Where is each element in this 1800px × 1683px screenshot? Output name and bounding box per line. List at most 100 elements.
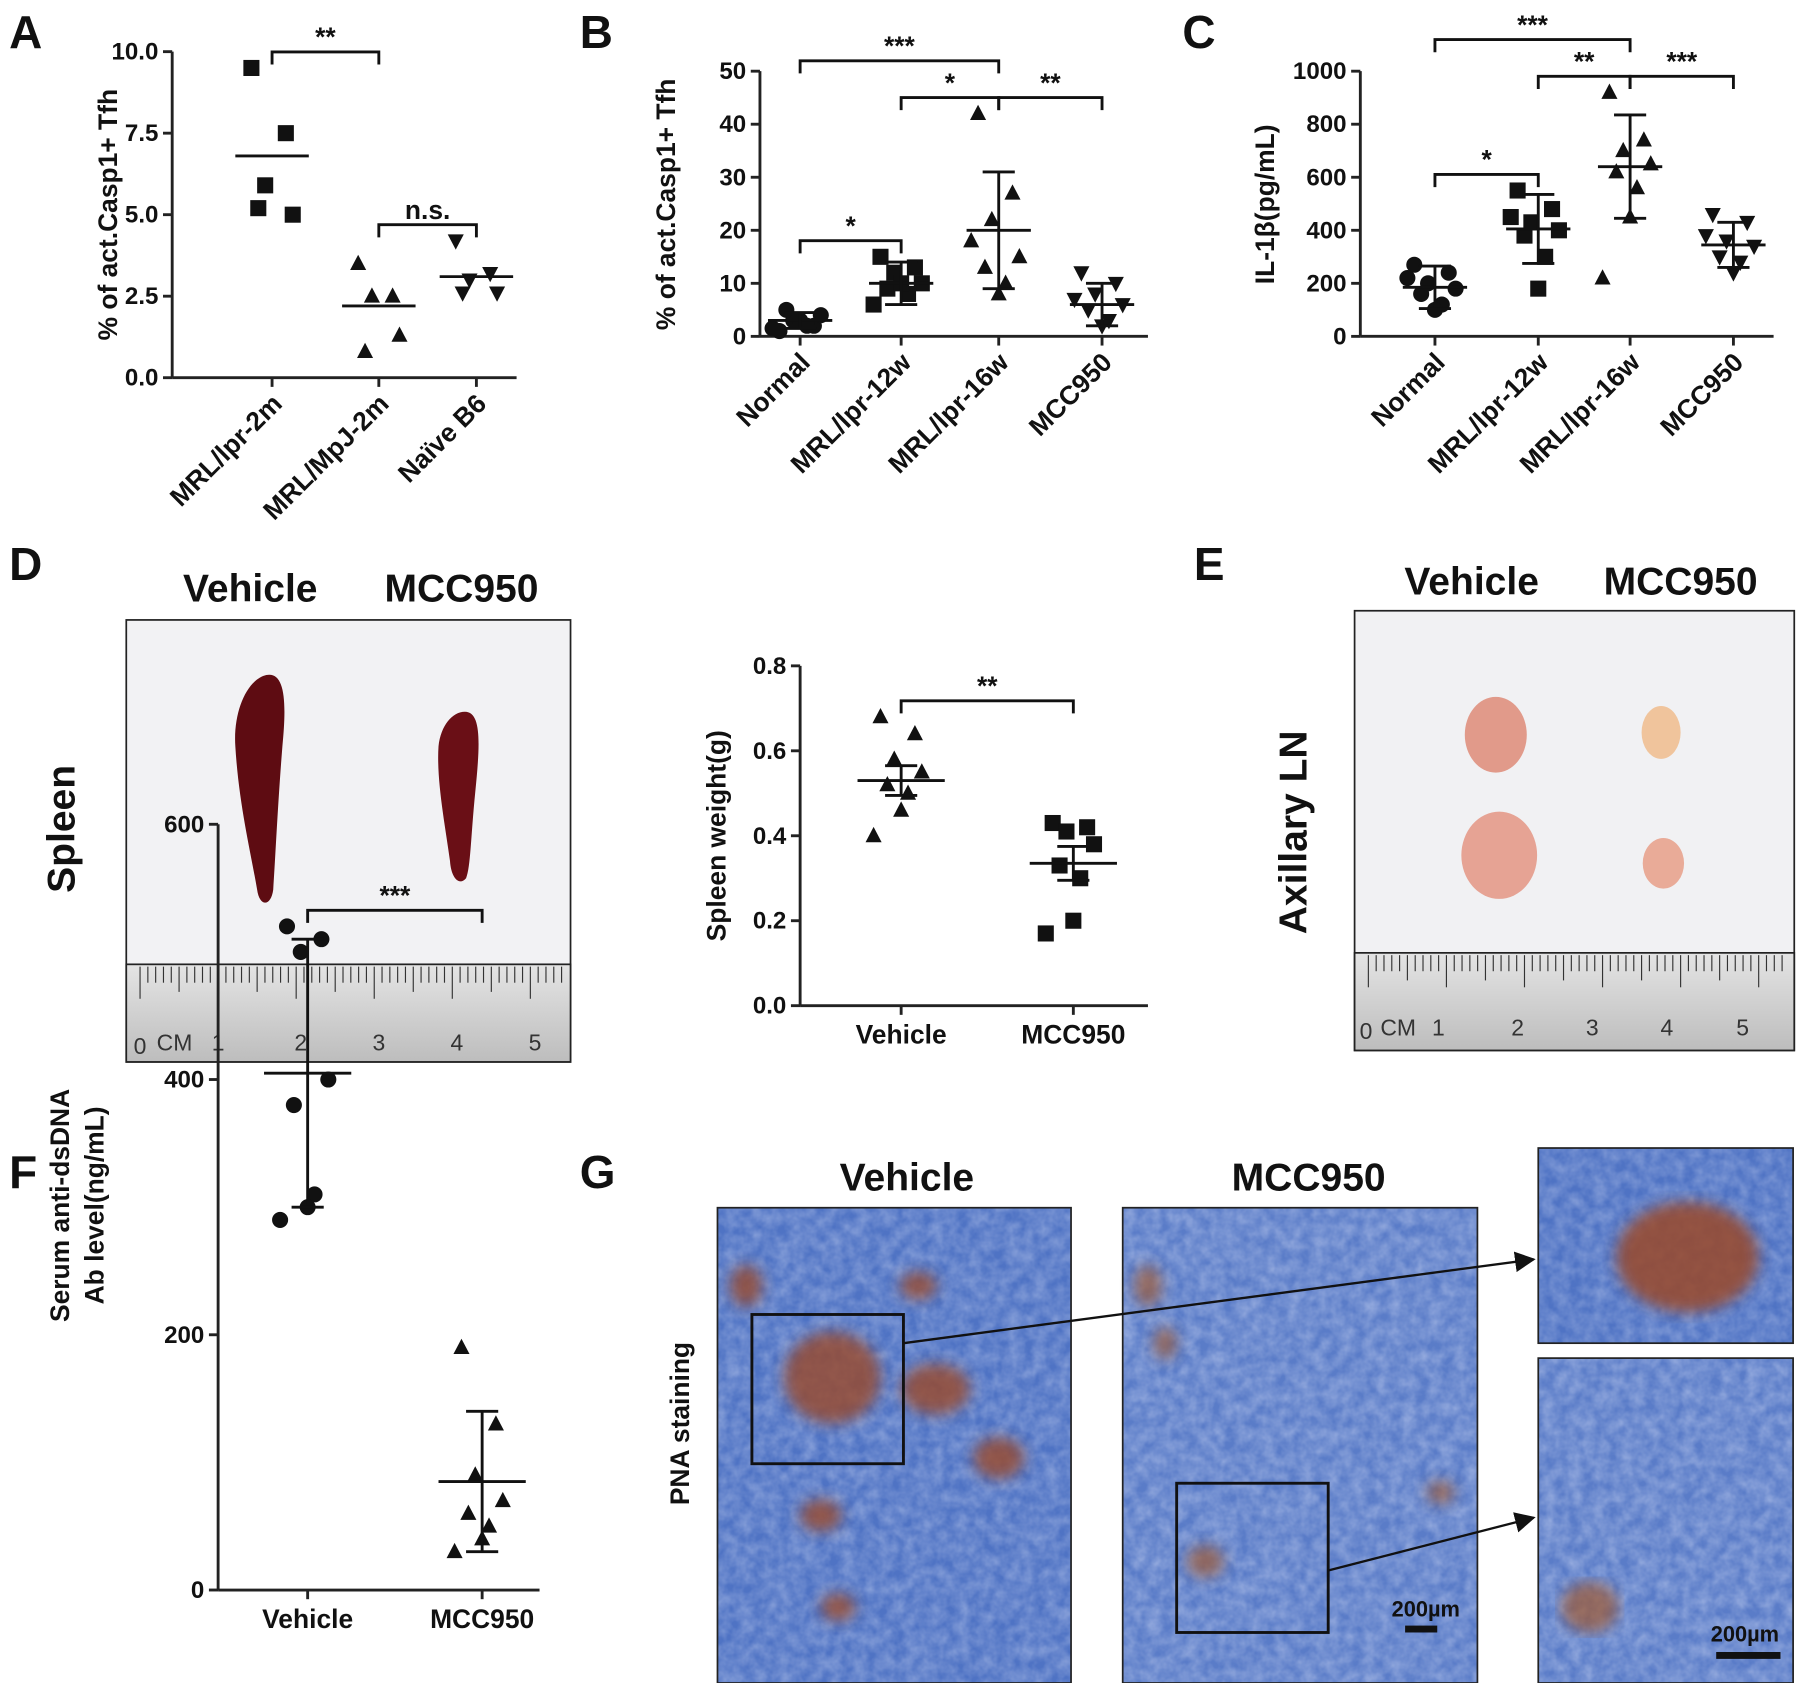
y-axis-label: Spleen weight(g) bbox=[702, 730, 732, 941]
point bbox=[1594, 269, 1611, 285]
point bbox=[1073, 266, 1090, 282]
y-tick-label: 800 bbox=[1306, 111, 1346, 138]
significance-bracket bbox=[899, 96, 1001, 111]
significance-bracket bbox=[1628, 74, 1735, 89]
panel-letter: D bbox=[9, 538, 42, 590]
y-axis-label: IL-1β(pg/mL) bbox=[1250, 124, 1280, 284]
scale-bar-label: 200µm bbox=[1711, 1622, 1779, 1647]
point bbox=[1697, 229, 1714, 245]
significance-label: *** bbox=[1666, 47, 1698, 77]
point bbox=[1399, 269, 1416, 287]
point bbox=[391, 326, 408, 342]
significance-bracket bbox=[270, 50, 381, 65]
point bbox=[893, 801, 910, 817]
ruler-label: 4 bbox=[1660, 1015, 1673, 1041]
significance-label: * bbox=[1481, 145, 1492, 175]
column-header: Vehicle bbox=[183, 568, 317, 611]
point bbox=[1004, 184, 1021, 200]
point bbox=[1537, 248, 1554, 265]
point bbox=[306, 1186, 323, 1203]
point bbox=[1615, 141, 1632, 158]
point bbox=[350, 254, 367, 271]
x-tick-label: MCC950 bbox=[1021, 1020, 1125, 1050]
panel-letter: F bbox=[9, 1146, 37, 1198]
y-tick-label: 5.0 bbox=[125, 202, 158, 229]
significance-bracket bbox=[997, 96, 1104, 111]
point bbox=[1544, 201, 1561, 218]
lymph-node bbox=[1641, 706, 1681, 759]
y-tick-label: 30 bbox=[719, 164, 746, 191]
point bbox=[1080, 303, 1097, 319]
ruler-label: 3 bbox=[372, 1029, 385, 1055]
significance-label: n.s. bbox=[405, 195, 450, 225]
significance-bracket bbox=[1433, 38, 1632, 53]
point bbox=[963, 232, 980, 248]
point bbox=[764, 320, 781, 337]
column-header: MCC950 bbox=[385, 568, 539, 611]
point bbox=[482, 266, 499, 283]
point bbox=[970, 104, 987, 121]
point bbox=[1635, 131, 1652, 147]
point bbox=[1516, 227, 1533, 244]
point bbox=[1066, 292, 1083, 309]
y-axis-label: Serum anti-dsDNA Ab level(ng/mL) bbox=[45, 1089, 109, 1322]
y-tick-label: 7.5 bbox=[125, 120, 158, 147]
point bbox=[1746, 239, 1763, 256]
point bbox=[277, 125, 294, 142]
point bbox=[453, 1338, 470, 1354]
significance-bracket bbox=[1433, 173, 1540, 188]
point bbox=[1523, 214, 1540, 231]
point bbox=[1628, 179, 1646, 195]
point bbox=[292, 943, 309, 960]
point bbox=[913, 763, 930, 779]
y-tick-label: 200 bbox=[164, 1322, 204, 1349]
column-header: MCC950 bbox=[1232, 1156, 1386, 1199]
point bbox=[1406, 256, 1423, 273]
point bbox=[1044, 814, 1061, 832]
point bbox=[1642, 155, 1659, 171]
point bbox=[1601, 83, 1618, 99]
row-label: Axillary LN bbox=[1272, 730, 1315, 934]
y-tick-label: 40 bbox=[719, 111, 746, 138]
point bbox=[1087, 287, 1104, 303]
y-tick-label: 0.0 bbox=[125, 365, 158, 392]
column-header: MCC950 bbox=[1604, 561, 1758, 604]
point bbox=[243, 59, 260, 76]
scale-bar bbox=[1716, 1652, 1781, 1659]
panel-letter: C bbox=[1182, 6, 1215, 58]
y-axis-label: % of act.Casp1+ Tfh bbox=[93, 89, 123, 341]
zoom-arrow bbox=[1327, 1512, 1536, 1572]
point bbox=[489, 286, 506, 302]
point bbox=[778, 301, 795, 318]
y-tick-label: 2.5 bbox=[125, 283, 158, 310]
ruler bbox=[1353, 951, 1796, 1052]
ruler-label: 1 bbox=[1432, 1015, 1445, 1041]
point bbox=[879, 775, 896, 792]
significance-label: ** bbox=[977, 671, 998, 701]
panel-letter: G bbox=[580, 1146, 616, 1198]
significance-label: *** bbox=[884, 31, 916, 61]
point bbox=[1065, 912, 1082, 929]
significance-bracket bbox=[798, 59, 1001, 74]
x-tick-label: Normal bbox=[730, 347, 816, 433]
significance-label: ** bbox=[315, 22, 336, 52]
x-tick-label: Naïve B6 bbox=[392, 388, 492, 488]
row-label: Spleen bbox=[41, 765, 84, 893]
x-tick-label: MCC950 bbox=[430, 1604, 534, 1634]
y-tick-label: 400 bbox=[164, 1067, 204, 1094]
row-label: PNA staining bbox=[665, 1342, 695, 1505]
point bbox=[1502, 208, 1519, 226]
point bbox=[454, 286, 471, 302]
significance-bracket bbox=[306, 908, 484, 923]
y-tick-label: 1000 bbox=[1293, 58, 1347, 85]
y-tick-label: 0.2 bbox=[753, 908, 786, 935]
y-tick-label: 600 bbox=[1306, 164, 1346, 191]
significance-bracket bbox=[377, 223, 478, 238]
point bbox=[997, 274, 1014, 290]
point bbox=[872, 707, 889, 724]
significance-label: *** bbox=[379, 881, 411, 911]
ruler-label: 2 bbox=[294, 1029, 307, 1055]
ruler bbox=[125, 963, 572, 1063]
zoom-arrow bbox=[903, 1251, 1536, 1345]
y-tick-label: 400 bbox=[1306, 217, 1346, 244]
